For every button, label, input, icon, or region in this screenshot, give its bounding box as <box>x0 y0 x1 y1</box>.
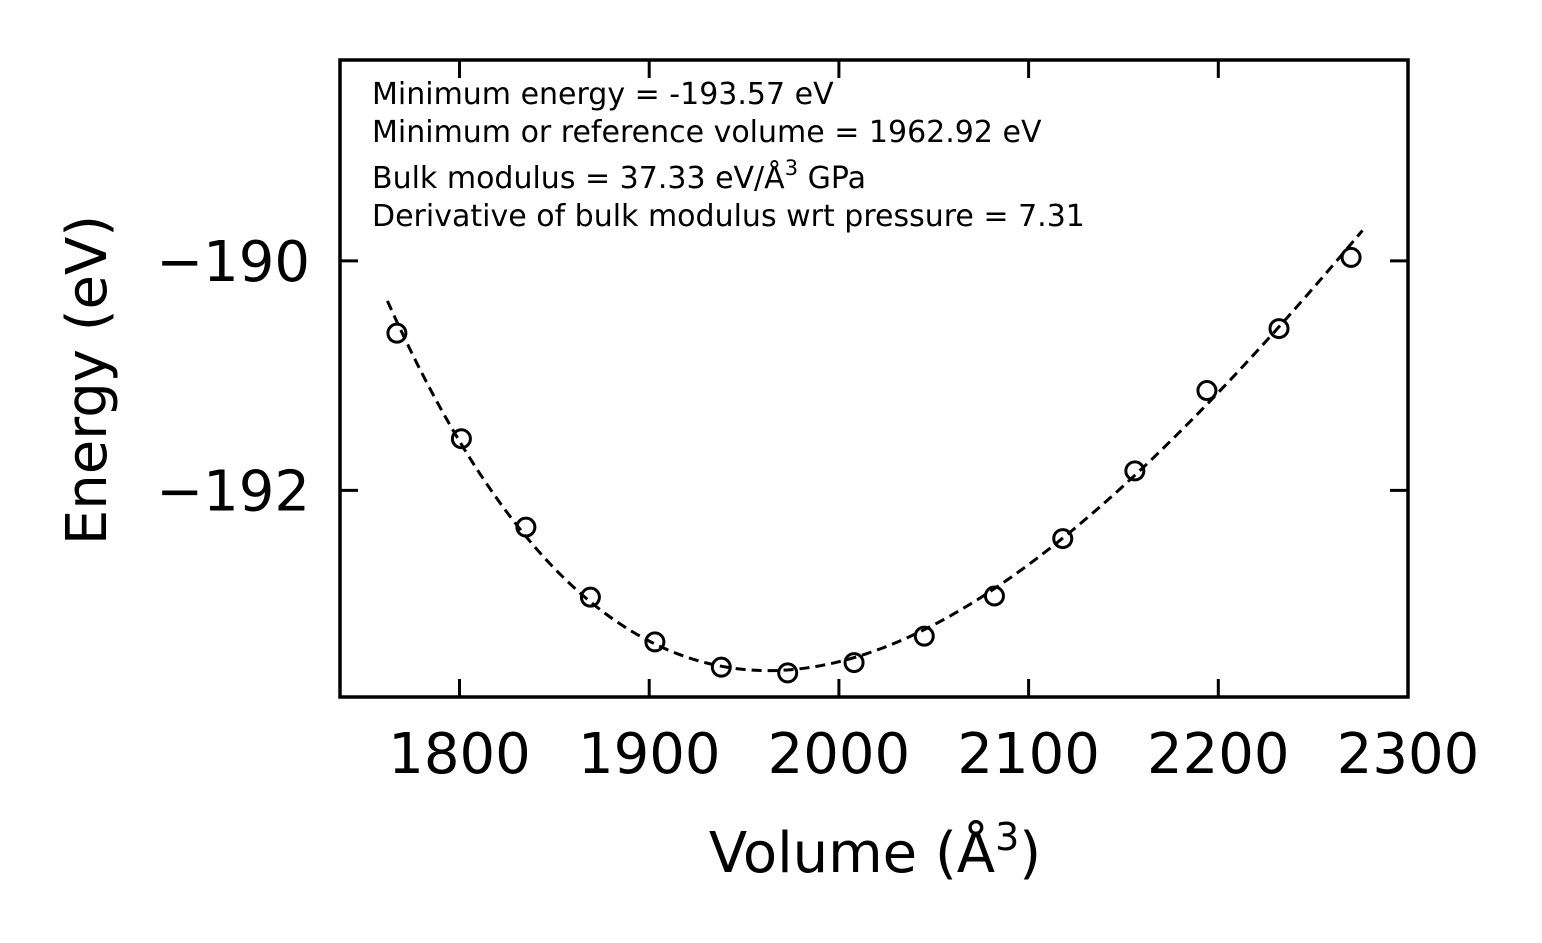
x-axis-label-close: ) <box>1019 821 1041 886</box>
data-point <box>450 428 472 450</box>
annotation-bulk-modulus: Bulk modulus = 37.33 eV/Å3 GPa <box>372 156 866 196</box>
y-tick-label: −192 <box>156 459 310 524</box>
x-tick-label: 2100 <box>957 722 1100 787</box>
x-tick-label: 2000 <box>768 722 911 787</box>
annotation-bulk-derivative: Derivative of bulk modulus wrt pressure … <box>372 199 1085 234</box>
annotation-bulk-modulus-tail: GPa <box>798 161 866 196</box>
x-axis-label-sup: 3 <box>995 815 1019 859</box>
y-tick-label: −190 <box>156 230 310 295</box>
x-axis-label-text: Volume (Å <box>709 820 995 886</box>
x-tick-label: 1900 <box>578 722 721 787</box>
data-point <box>1196 380 1218 402</box>
data-point <box>1124 460 1146 482</box>
data-point <box>777 662 799 684</box>
y-axis-label: Energy (eV) <box>55 215 120 545</box>
data-point <box>843 652 865 674</box>
x-tick-label: 2300 <box>1337 722 1480 787</box>
data-point <box>1268 318 1290 340</box>
annotation-bulk-modulus-text: Bulk modulus = 37.33 eV/Å <box>372 160 785 196</box>
data-point <box>913 625 935 647</box>
data-points <box>386 246 1362 684</box>
x-tick-labels: 1800 1900 2000 2100 2200 2300 <box>388 722 1479 787</box>
data-point <box>983 585 1005 607</box>
annotation-min-energy: Minimum energy = -193.57 eV <box>372 77 834 112</box>
annotation-bulk-modulus-sup: 3 <box>785 156 798 180</box>
y-tick-labels: −190 −192 <box>156 230 310 525</box>
data-point <box>515 516 537 538</box>
data-point <box>1052 528 1074 550</box>
data-point <box>579 586 601 608</box>
x-tick-label: 1800 <box>388 722 531 787</box>
plot-frame <box>338 58 1410 699</box>
x-axis-label: Volume (Å3) <box>709 815 1041 886</box>
data-point <box>1340 246 1362 268</box>
annotation-min-volume: Minimum or reference volume = 1962.92 eV <box>372 115 1042 150</box>
fit-curve <box>386 229 1364 673</box>
data-point <box>710 656 732 678</box>
data-point <box>386 322 408 344</box>
data-point <box>644 631 666 653</box>
x-tick-label: 2200 <box>1147 722 1290 787</box>
